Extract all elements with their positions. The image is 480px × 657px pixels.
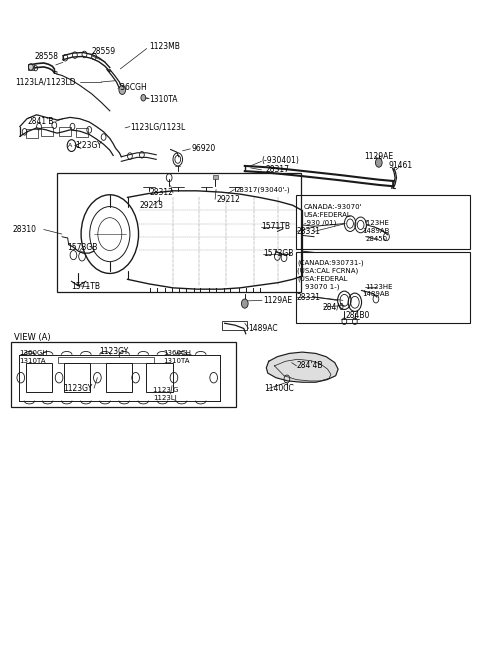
Text: USA:FEDERAL: USA:FEDERAL	[304, 212, 351, 218]
Text: 1123MB: 1123MB	[149, 42, 180, 51]
Bar	[11, 342, 236, 407]
Text: (USA:CAL FCRNA): (USA:CAL FCRNA)	[298, 267, 359, 274]
Text: (CANADA:930731-): (CANADA:930731-)	[298, 260, 364, 266]
Bar	[146, 363, 172, 392]
Circle shape	[241, 299, 248, 308]
Text: 1129AE: 1129AE	[263, 296, 292, 305]
Text: 1123GY: 1123GY	[63, 384, 92, 393]
Bar	[76, 128, 88, 137]
Bar	[58, 357, 154, 363]
Text: 1129AE: 1129AE	[364, 152, 394, 160]
Bar	[106, 363, 132, 392]
Text: 28558: 28558	[34, 52, 58, 61]
Bar	[297, 194, 470, 248]
Text: 1123LJ: 1123LJ	[153, 395, 177, 401]
Text: 91461: 91461	[388, 162, 412, 170]
Text: '123HE: '123HE	[364, 220, 389, 226]
Text: 1123GY: 1123GY	[99, 347, 128, 356]
Text: VIEW (A): VIEW (A)	[14, 333, 51, 342]
Text: 1310TA: 1310TA	[19, 358, 46, 364]
Text: 28317(93040'-): 28317(93040'-)	[235, 187, 290, 193]
Text: '36CGH: '36CGH	[118, 83, 147, 92]
Text: 1'23GY: 1'23GY	[75, 141, 101, 150]
Text: 28317: 28317	[265, 166, 289, 174]
Text: 1571TB: 1571TB	[72, 282, 100, 291]
Bar	[25, 363, 52, 392]
Text: 2841'B: 2841'B	[27, 117, 53, 126]
Circle shape	[141, 95, 146, 101]
Text: 28310: 28310	[12, 225, 36, 234]
Text: 28450: 28450	[365, 237, 387, 242]
Text: 1310TA: 1310TA	[149, 95, 178, 104]
Polygon shape	[266, 352, 338, 382]
Text: (USA:FEDERAL: (USA:FEDERAL	[298, 275, 348, 282]
Text: 1360CH: 1360CH	[163, 350, 192, 356]
Text: A: A	[68, 143, 72, 148]
Text: 1140CC: 1140CC	[264, 384, 294, 394]
Bar	[222, 321, 247, 330]
Text: 1573GB: 1573GB	[67, 243, 97, 252]
Text: 1571TB: 1571TB	[262, 222, 290, 231]
Text: 1489AC: 1489AC	[249, 324, 278, 333]
Bar	[59, 127, 71, 136]
Text: 28312: 28312	[149, 189, 173, 197]
Text: 96920: 96920	[191, 145, 216, 153]
Text: 28559: 28559	[92, 47, 116, 56]
Text: 29212: 29212	[216, 195, 240, 204]
Circle shape	[119, 85, 126, 95]
Text: 1123HE: 1123HE	[365, 284, 393, 290]
Text: 1123LA/1123LD: 1123LA/1123LD	[15, 78, 76, 87]
Text: 1123 G: 1123 G	[153, 387, 179, 393]
Text: (-930401): (-930401)	[262, 156, 300, 165]
Text: 1489AB: 1489AB	[362, 292, 389, 298]
Bar	[57, 173, 301, 292]
Bar	[213, 175, 217, 179]
Bar	[64, 363, 90, 392]
Text: 28331: 28331	[297, 227, 321, 236]
Bar	[297, 252, 470, 323]
Text: 284/0: 284/0	[323, 302, 344, 311]
Circle shape	[375, 158, 382, 168]
Text: 284'4B: 284'4B	[297, 361, 323, 371]
Text: 1360GH: 1360GH	[19, 350, 48, 356]
Bar	[25, 129, 37, 139]
Text: 1310TA: 1310TA	[163, 358, 190, 364]
Text: CANADA:-93070': CANADA:-93070'	[304, 204, 362, 210]
Text: -930 /01): -930 /01)	[304, 219, 336, 226]
Text: 29213: 29213	[140, 201, 164, 210]
Text: 284B0: 284B0	[345, 311, 370, 320]
Text: 93070 1-): 93070 1-)	[305, 283, 339, 290]
Text: 1123LG/1123L: 1123LG/1123L	[130, 122, 185, 131]
Text: 1489AB: 1489AB	[362, 228, 389, 234]
Bar	[41, 127, 53, 137]
Text: 28331: 28331	[297, 292, 321, 302]
Text: 1573GB: 1573GB	[263, 249, 293, 258]
Bar	[28, 64, 34, 70]
